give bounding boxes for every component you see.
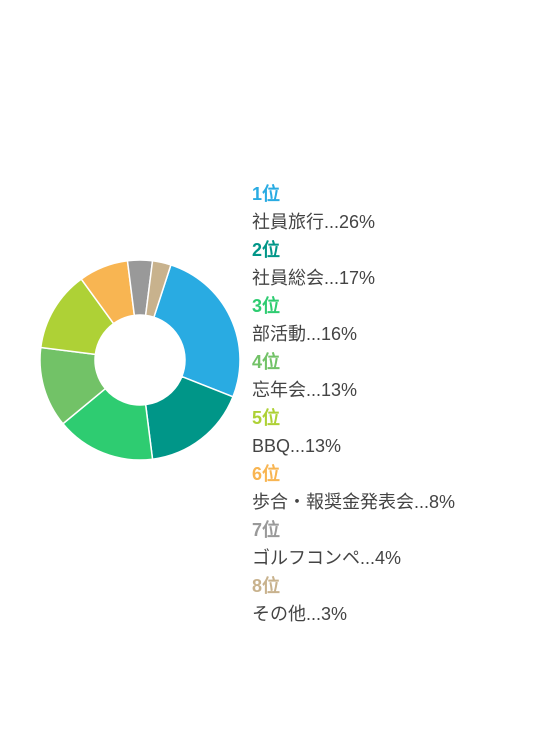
legend-rank: 8位 xyxy=(252,572,539,600)
legend-rank: 7位 xyxy=(252,516,539,544)
chart-container: 1位社員旅行...26%2位社員総会...17%3位部活動...16%4位忘年会… xyxy=(0,0,539,628)
legend-rank: 4位 xyxy=(252,348,539,376)
legend-rank: 5位 xyxy=(252,404,539,432)
legend-label: BBQ...13% xyxy=(252,432,539,460)
legend-label: 社員旅行...26% xyxy=(252,208,539,236)
legend-label: 部活動...16% xyxy=(252,320,539,348)
legend-label: ゴルフコンペ...4% xyxy=(252,544,539,572)
legend-rank: 6位 xyxy=(252,460,539,488)
donut-slice xyxy=(154,265,240,397)
legend-label: その他...3% xyxy=(252,600,539,628)
legend-label: 歩合・報奨金発表会...8% xyxy=(252,488,539,516)
legend: 1位社員旅行...26%2位社員総会...17%3位部活動...16%4位忘年会… xyxy=(250,180,539,628)
legend-rank: 2位 xyxy=(252,236,539,264)
donut-chart xyxy=(40,260,240,460)
legend-label: 忘年会...13% xyxy=(252,376,539,404)
legend-rank: 1位 xyxy=(252,180,539,208)
legend-label: 社員総会...17% xyxy=(252,264,539,292)
legend-rank: 3位 xyxy=(252,292,539,320)
